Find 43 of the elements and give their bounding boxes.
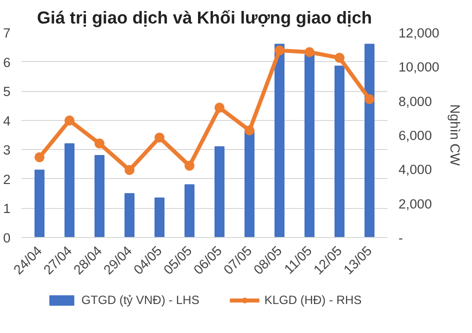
bar (154, 197, 164, 238)
y-tick-label: 1 (3, 201, 11, 216)
point (34, 152, 44, 162)
y2-tick-label: 6,000 (398, 128, 432, 143)
chart-title: Giá trị giao dịch và Khối lượng giao dịch (37, 8, 372, 28)
y-tick-label: 2 (3, 172, 11, 187)
bar (94, 155, 104, 238)
bar (244, 130, 254, 238)
bar (64, 143, 74, 238)
legend-label: KLGD (HĐ) - RHS (264, 293, 362, 307)
y-tick-label: 4 (3, 113, 12, 128)
point (214, 102, 224, 113)
point (124, 165, 134, 176)
y2-axis-title: Nghìn CW (447, 104, 462, 166)
point (244, 125, 254, 136)
y2-tick-label: 10,000 (398, 60, 440, 75)
bar (214, 146, 224, 238)
point (64, 115, 74, 126)
legend-label: GTGD (tỷ VNĐ) - LHS (81, 293, 200, 307)
bar (34, 170, 44, 238)
point (364, 94, 374, 104)
bar (304, 54, 314, 238)
y-tick-label: 6 (3, 54, 11, 70)
y2-tick-label: 2,000 (398, 196, 432, 212)
point (334, 52, 344, 63)
point (154, 132, 164, 143)
point (184, 160, 194, 171)
bar (274, 44, 284, 238)
y2-tick-label: - (398, 230, 403, 246)
y-tick-label: 7 (3, 26, 11, 40)
bar (124, 193, 134, 238)
y2-tick-label: 12,000 (398, 26, 440, 40)
y2-tick-label: 8,000 (398, 94, 432, 109)
y-tick-label: 5 (3, 84, 11, 100)
y2-tick-label: 4,000 (398, 162, 432, 178)
point (274, 45, 284, 56)
bar (334, 66, 344, 238)
bar (364, 44, 374, 238)
y-tick-label: 0 (3, 230, 11, 246)
y-tick-label: 3 (3, 142, 11, 158)
bar (184, 184, 194, 238)
point (94, 138, 104, 149)
point (304, 47, 314, 58)
